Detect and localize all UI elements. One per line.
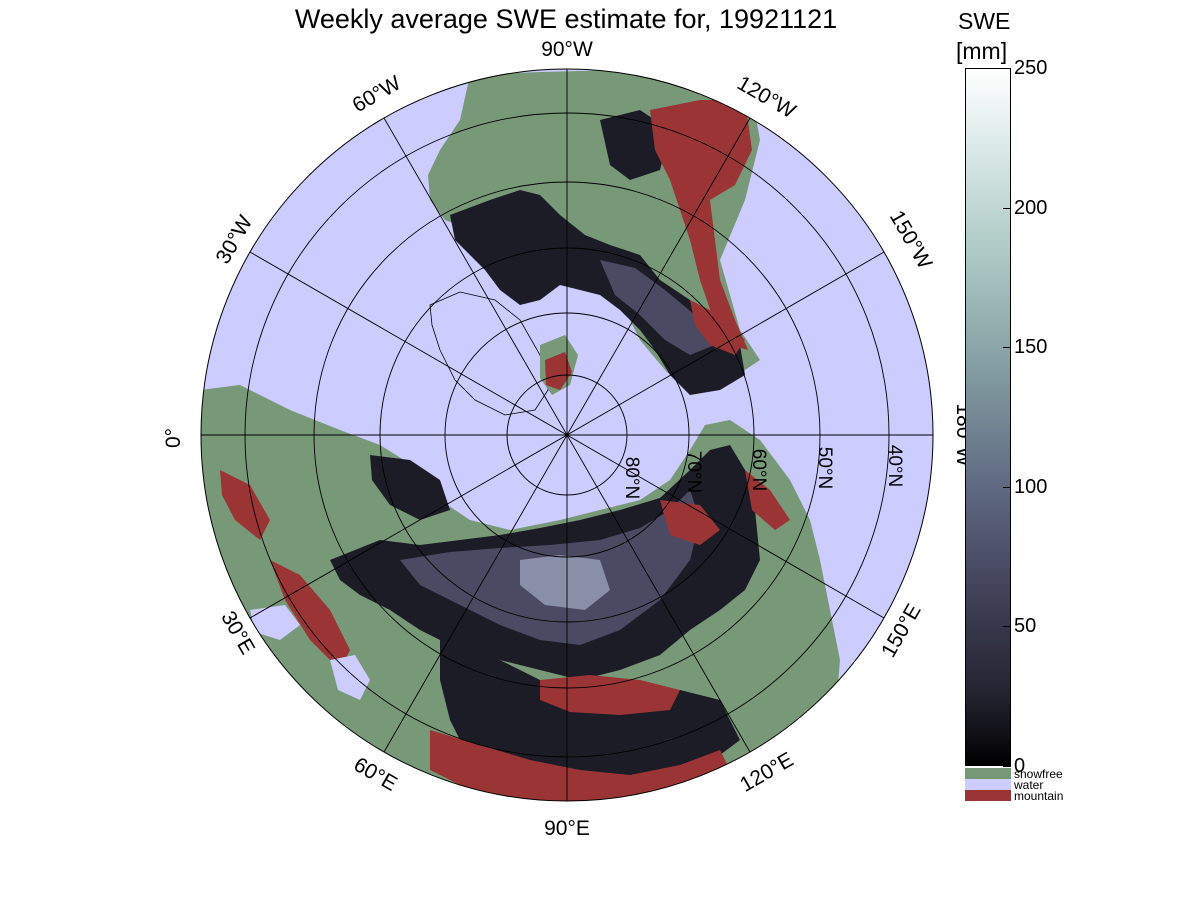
- colorbar-tickmark-50: [1003, 626, 1011, 628]
- lon-label-0: 0°: [162, 428, 185, 448]
- snow-canada-interior: [600, 260, 715, 355]
- lon-label-150W: 150°W: [885, 207, 937, 273]
- legend-label-water: water: [1014, 777, 1044, 792]
- colorbar: [965, 68, 1011, 766]
- lat-label-50N: 50°N: [814, 447, 835, 489]
- map-boundary: [200, 68, 934, 802]
- mountain-caucasus: [270, 560, 350, 670]
- lon-label-120E: 120°E: [736, 748, 797, 797]
- mountain-kamchatka: [745, 470, 790, 530]
- mountain-alaska: [690, 300, 745, 355]
- legend-label-snowfree: snowfree: [1014, 766, 1063, 781]
- mountain-rockies: [650, 100, 752, 350]
- colorbar-unit: [mm]: [956, 38, 1008, 64]
- snow-scandinavia: [370, 455, 450, 520]
- lat-label-80N: 80°N: [621, 457, 642, 499]
- colorbar-tick-100: 100: [1014, 475, 1048, 498]
- lat-label-40N: 40°N: [884, 445, 905, 487]
- colorbar-tick-200: 200: [1014, 196, 1048, 219]
- water-caspian: [330, 655, 370, 700]
- colorbar-tickmark-250: [1003, 68, 1011, 69]
- water-black-sea: [250, 605, 300, 640]
- lon-label-90E: 90°E: [544, 817, 590, 840]
- lon-label-90W: 90°W: [541, 38, 593, 61]
- mountain-arctic-islands: [545, 352, 572, 390]
- colorbar-tickmark-200: [1003, 207, 1011, 209]
- colorbar-tick-150: 150: [1014, 336, 1048, 359]
- colorbar-tickmark-100: [1003, 486, 1011, 488]
- legend-label-mountain: mountain: [1014, 788, 1064, 803]
- lon-label-60W: 60°W: [349, 71, 405, 117]
- meridian-150W-30E: [249, 251, 885, 619]
- colorbar-tick-0: 0: [1014, 755, 1026, 777]
- colorbar-tick-250: 250: [1014, 57, 1048, 79]
- mountain-altai: [540, 675, 680, 715]
- mountain-east-siberia: [660, 500, 720, 545]
- colorbar-tickmark-0: [1003, 766, 1011, 767]
- lat-label-60N: 60°N: [748, 449, 769, 491]
- legend-swatch-water: [965, 779, 1011, 790]
- colorbar-tick-50: 50: [1014, 615, 1037, 638]
- map-title: Weekly average SWE estimate for, 1992112…: [294, 4, 838, 34]
- lat-label-70N: 70°N: [683, 451, 704, 493]
- colorbar-tickmark-150: [1003, 347, 1011, 349]
- snow-high-siberia: [520, 555, 610, 610]
- lon-label-60E: 60°E: [350, 753, 401, 796]
- colorbar-title: SWE: [958, 8, 1011, 34]
- legend-swatch-mountain: [965, 790, 1011, 801]
- legend-swatch-snowfree: [965, 768, 1011, 779]
- graticule: [200, 68, 934, 802]
- lat-labels: 80°N 70°N 60°N 50°N 40°N: [621, 445, 905, 499]
